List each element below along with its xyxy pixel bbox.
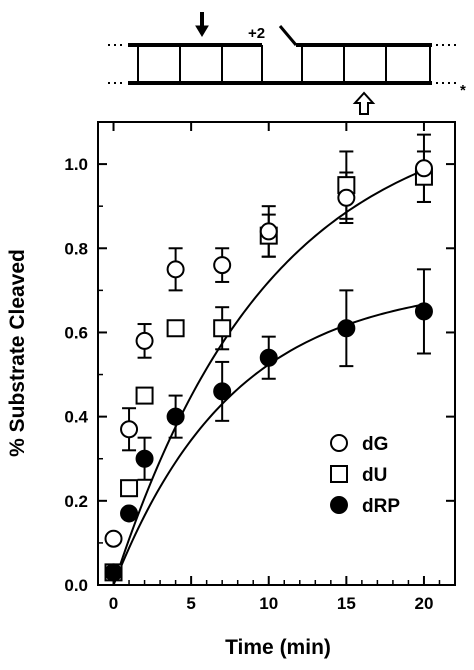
- data-point-dRP: [120, 504, 139, 523]
- data-point-dU: [166, 319, 185, 338]
- x-ticks: 0 5 10 15 20: [109, 122, 441, 613]
- position-label: +2: [248, 25, 265, 42]
- top-strand-nick: [278, 25, 298, 46]
- y-tick-label: 0.6: [64, 323, 88, 342]
- legend-marker-dG: [330, 434, 348, 452]
- data-point-dRP: [259, 348, 278, 367]
- y-axis-title: % Substrate Cleaved: [6, 249, 29, 457]
- data-point-dRP: [213, 382, 232, 401]
- fit-curve-dG: [112, 169, 425, 586]
- y-tick-label: 0.2: [64, 492, 88, 511]
- legend-label-dRP: dRP: [362, 496, 400, 517]
- data-point-dG: [414, 159, 433, 178]
- plot-frame: [97, 121, 456, 586]
- data-point-dU: [120, 479, 139, 498]
- x-tick-label: 0: [109, 594, 118, 613]
- base-pair-rungs: [137, 45, 431, 83]
- x-tick-label: 15: [337, 594, 356, 613]
- legend: dG dU dRP: [330, 434, 400, 517]
- x-tick-label: 10: [259, 594, 278, 613]
- y-tick-label: 0.4: [64, 408, 88, 427]
- y-tick-label: 0.0: [64, 576, 88, 595]
- data-point-dRP: [166, 407, 185, 426]
- data-point-dRP: [414, 302, 433, 321]
- legend-marker-dU: [330, 465, 348, 483]
- error-bars: [122, 133, 431, 481]
- data-point-dRP: [337, 319, 356, 338]
- data-point-dU: [213, 319, 232, 338]
- plot-area: 0 5 10 15 20 0.0 0.2 0.4 0.6 0.8 1.0: [64, 121, 456, 613]
- data-markers: [104, 159, 433, 582]
- data-point-dRP: [104, 563, 123, 582]
- x-axis-title: Time (min): [225, 636, 331, 659]
- end-label-mark: *: [460, 82, 466, 99]
- dna-substrate-diagram: [108, 12, 456, 115]
- x-tick-label: 5: [186, 594, 195, 613]
- data-point-dG: [120, 420, 139, 439]
- data-point-dG: [166, 260, 185, 279]
- data-point-dG: [135, 331, 154, 350]
- data-point-dG: [213, 256, 232, 275]
- y-ticks: 0.0 0.2 0.4 0.6 0.8 1.0: [64, 121, 455, 595]
- lesion-arrow-icon: [195, 12, 209, 37]
- y-tick-label: 0.8: [64, 239, 88, 258]
- x-tick-label: 20: [414, 594, 433, 613]
- data-point-dG: [337, 188, 356, 207]
- data-point-dRP: [135, 449, 154, 468]
- legend-marker-dRP: [330, 496, 348, 514]
- data-point-dG: [104, 529, 123, 548]
- cleavage-arrow-icon: [352, 91, 376, 115]
- legend-label-dG: dG: [362, 434, 388, 455]
- data-point-dU: [135, 386, 154, 405]
- data-point-dG: [259, 222, 278, 241]
- legend-label-dU: dU: [362, 465, 387, 486]
- y-tick-label: 1.0: [64, 155, 88, 174]
